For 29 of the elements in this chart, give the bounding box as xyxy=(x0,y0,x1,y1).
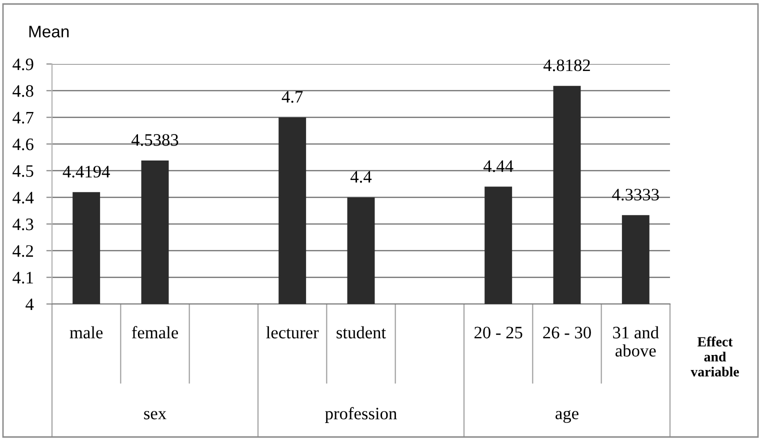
text: age xyxy=(556,410,578,423)
x-tick-label: 20 - 25 xyxy=(474,326,522,338)
data-label: 4.8182 xyxy=(543,59,590,72)
y-tick-label: 4.2 xyxy=(12,245,33,257)
x-tick-label: 31 and above xyxy=(613,326,659,357)
y-tick-label: 4.4 xyxy=(12,192,34,204)
text: sex xyxy=(144,410,166,420)
y-tick-label: 4.8 xyxy=(12,85,34,97)
x-tick-label: male xyxy=(70,326,103,338)
y-tick-label: 4.3 xyxy=(12,218,34,230)
x-axis-title: Effect and variable xyxy=(690,336,739,376)
y-tick-label: 4 xyxy=(26,298,34,310)
y-tick-label: 4.1 xyxy=(12,272,33,284)
data-label: 4.5383 xyxy=(131,134,178,146)
x-tick-label: lecturer xyxy=(266,326,319,338)
y-tick-label: 4.7 xyxy=(12,112,34,124)
y-tick-label: 4.5 xyxy=(12,165,34,177)
data-label: 4.7 xyxy=(282,91,303,103)
data-label: 4.44 xyxy=(483,160,514,172)
text: profession xyxy=(325,407,397,423)
y-axis-title: Mean xyxy=(29,26,69,38)
x-tick-label: student xyxy=(336,326,386,338)
data-label: 4.4 xyxy=(350,171,372,183)
y-tick-label: 4.6 xyxy=(12,138,34,150)
y-tick-label: 4.9 xyxy=(12,58,34,70)
data-label: 4.4194 xyxy=(62,166,110,178)
x-tick-label: female xyxy=(132,326,178,338)
x-tick-label: 26 - 30 xyxy=(543,326,591,338)
data-label: 4.3333 xyxy=(612,188,659,201)
